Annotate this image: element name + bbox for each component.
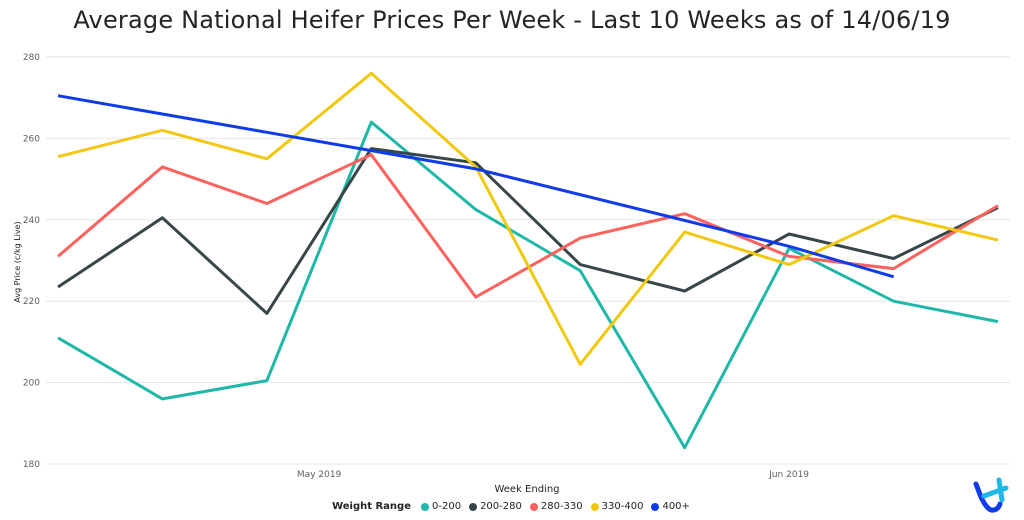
- legend-marker-icon: [651, 502, 660, 511]
- y-tick-label: 260: [23, 134, 40, 144]
- x-tick-label: Jun 2019: [768, 470, 809, 480]
- legend-item-0-200[interactable]: 0-200: [421, 501, 461, 512]
- legend-marker-icon: [469, 502, 478, 511]
- legend-marker-icon: [590, 502, 599, 511]
- y-tick-label: 240: [23, 216, 40, 226]
- gridlines: [46, 56, 1010, 465]
- legend-label: 200-280: [480, 501, 522, 512]
- legend-title: Weight Range: [332, 501, 411, 512]
- y-axis-label: Avg Price (c/kg Live): [13, 221, 22, 302]
- chart-title: Average National Heifer Prices Per Week …: [73, 6, 951, 34]
- y-tick-label: 280: [23, 53, 40, 63]
- series-line-0-200: [57, 120, 999, 450]
- series-lines: [57, 71, 999, 450]
- x-axis-label: Week Ending: [494, 484, 559, 495]
- y-tick-label: 220: [23, 297, 40, 307]
- legend-marker-icon: [529, 502, 538, 511]
- line-chart: 180 200 220 240 260 280 May 2019 Jun 2019 Week…: [13, 53, 1010, 495]
- x-tick-label: May 2019: [297, 470, 342, 480]
- series-line-330-400: [57, 71, 999, 366]
- series-line-400+: [57, 94, 895, 279]
- x-axis-ticks: May 2019 Jun 2019: [297, 470, 809, 480]
- legend-label: 400+: [662, 501, 690, 512]
- legend-label: 330-400: [601, 501, 644, 512]
- legend-marker-icon: [421, 502, 429, 511]
- y-axis-ticks: 180 200 220 240 260 280: [23, 53, 40, 470]
- legend-item-280-330[interactable]: 280-330: [529, 501, 583, 512]
- legend-item-330-400[interactable]: 330-400: [590, 501, 644, 512]
- y-tick-label: 200: [23, 379, 40, 389]
- y-tick-label: 180: [23, 460, 40, 470]
- brand-logo-icon: [973, 477, 1009, 513]
- legend-item-400+[interactable]: 400+: [651, 501, 690, 512]
- legend-label: 280-330: [540, 501, 583, 512]
- series-line-280-330: [57, 153, 999, 299]
- legend-label: 0-200: [432, 501, 462, 512]
- legend-item-200-280[interactable]: 200-280: [469, 501, 522, 512]
- legend: Weight Range 0-200 200-280 280-330 330-400 4…: [0, 501, 1024, 512]
- series-line-200-280: [57, 147, 999, 315]
